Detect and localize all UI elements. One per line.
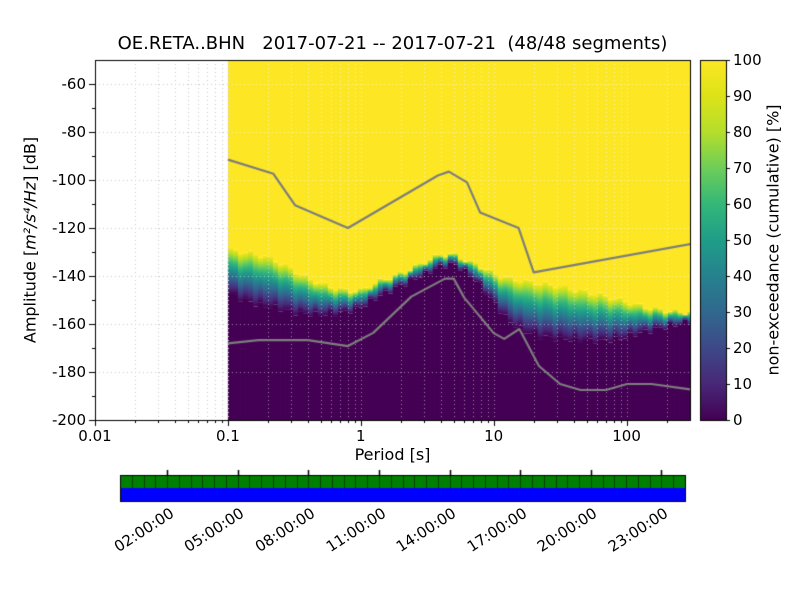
y-tick-label: -180: [51, 363, 86, 381]
y-tick-label: -120: [51, 219, 86, 237]
y-axis-label-suffix: ] [dB]: [20, 136, 40, 182]
y-tick-label: -100: [51, 171, 86, 189]
y-tick-label: -80: [61, 123, 87, 141]
x-tick-label: 100: [612, 427, 641, 445]
y-tick-label: -160: [51, 315, 86, 333]
x-tick-label: 1: [356, 427, 366, 445]
colorbar-label: non-exceedance (cumulative) [%]: [763, 104, 783, 376]
colorbar-tick-label: 90: [733, 87, 753, 105]
plot-title: OE.RETA..BHN 2017-07-21 -- 2017-07-21 (4…: [117, 33, 668, 54]
x-tick-label: 0.1: [215, 427, 240, 445]
colorbar-tick-label: 50: [733, 231, 753, 249]
y-tick-label: -140: [51, 267, 86, 285]
colorbar-tick-label: 60: [733, 195, 753, 213]
y-tick-label: -200: [51, 411, 86, 429]
colorbar-tick-label: 100: [733, 51, 762, 69]
x-axis-label: Period [s]: [354, 445, 431, 464]
x-tick-label: 0.01: [78, 427, 112, 445]
colorbar-tick-label: 40: [733, 267, 753, 285]
y-axis-label-prefix: Amplitude [: [20, 249, 40, 344]
y-axis-label: Amplitude [m²/s⁴/Hz] [dB]: [21, 137, 40, 343]
colorbar-tick-label: 80: [733, 123, 753, 141]
colorbar-tick-label: 0: [733, 411, 743, 429]
colorbar-tick-label: 20: [733, 339, 753, 357]
colorbar-tick-label: 10: [733, 375, 753, 393]
y-tick-label: -60: [61, 75, 87, 93]
y-axis-label-math: m²/s⁴/Hz: [20, 181, 40, 250]
colorbar-tick-label: 70: [733, 159, 753, 177]
x-tick-label: 10: [484, 427, 504, 445]
colorbar-tick-label: 30: [733, 303, 753, 321]
